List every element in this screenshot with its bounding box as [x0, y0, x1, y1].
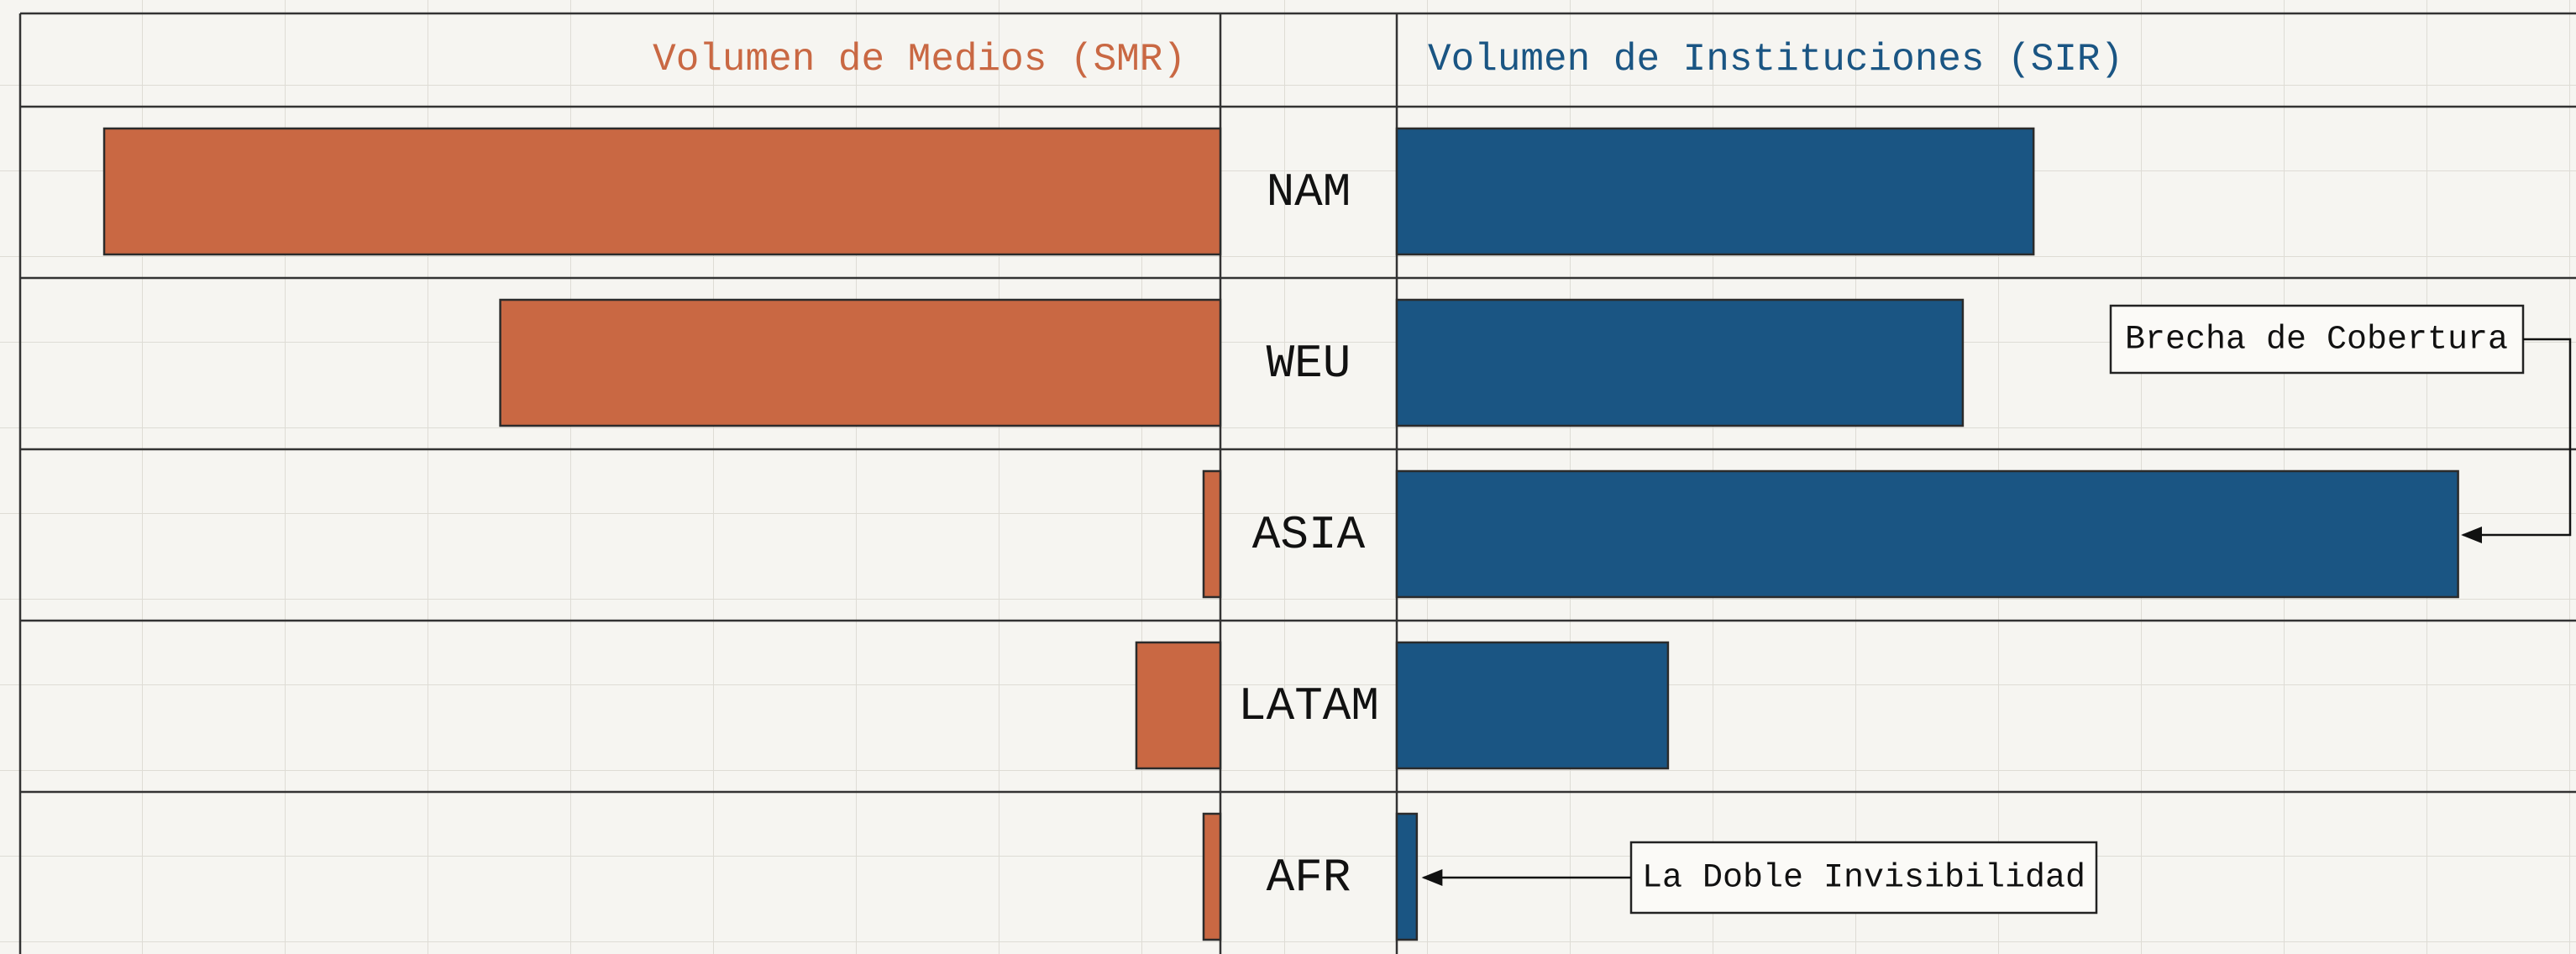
right-title: Volumen de Instituciones (SIR)	[1428, 38, 2123, 81]
bar-left	[102, 127, 1222, 256]
bar-right	[1395, 469, 2459, 599]
bar-right	[1395, 127, 2035, 256]
category-label: LATAM	[1238, 679, 1379, 733]
bar-right	[1395, 812, 1419, 941]
annotation-text: Brecha de Cobertura	[2125, 322, 2508, 359]
category-label: NAM	[1267, 165, 1351, 219]
left-title: Volumen de Medios (SMR)	[653, 38, 1186, 81]
annotation-arrow	[2461, 338, 2572, 543]
bar-left	[1202, 469, 1222, 599]
bar-right	[1395, 298, 1965, 427]
bar-left	[499, 298, 1222, 427]
annotation-box	[1629, 841, 2098, 915]
bar-left	[1202, 812, 1222, 941]
bar-left	[1135, 641, 1222, 770]
bar-right	[1395, 641, 1670, 770]
annotation-text: La Doble Invisibilidad	[1642, 860, 2085, 898]
category-label: AFR	[1267, 851, 1351, 904]
category-label: ASIA	[1252, 508, 1366, 562]
annotation-box	[2109, 304, 2525, 375]
category-label: WEU	[1267, 337, 1351, 391]
